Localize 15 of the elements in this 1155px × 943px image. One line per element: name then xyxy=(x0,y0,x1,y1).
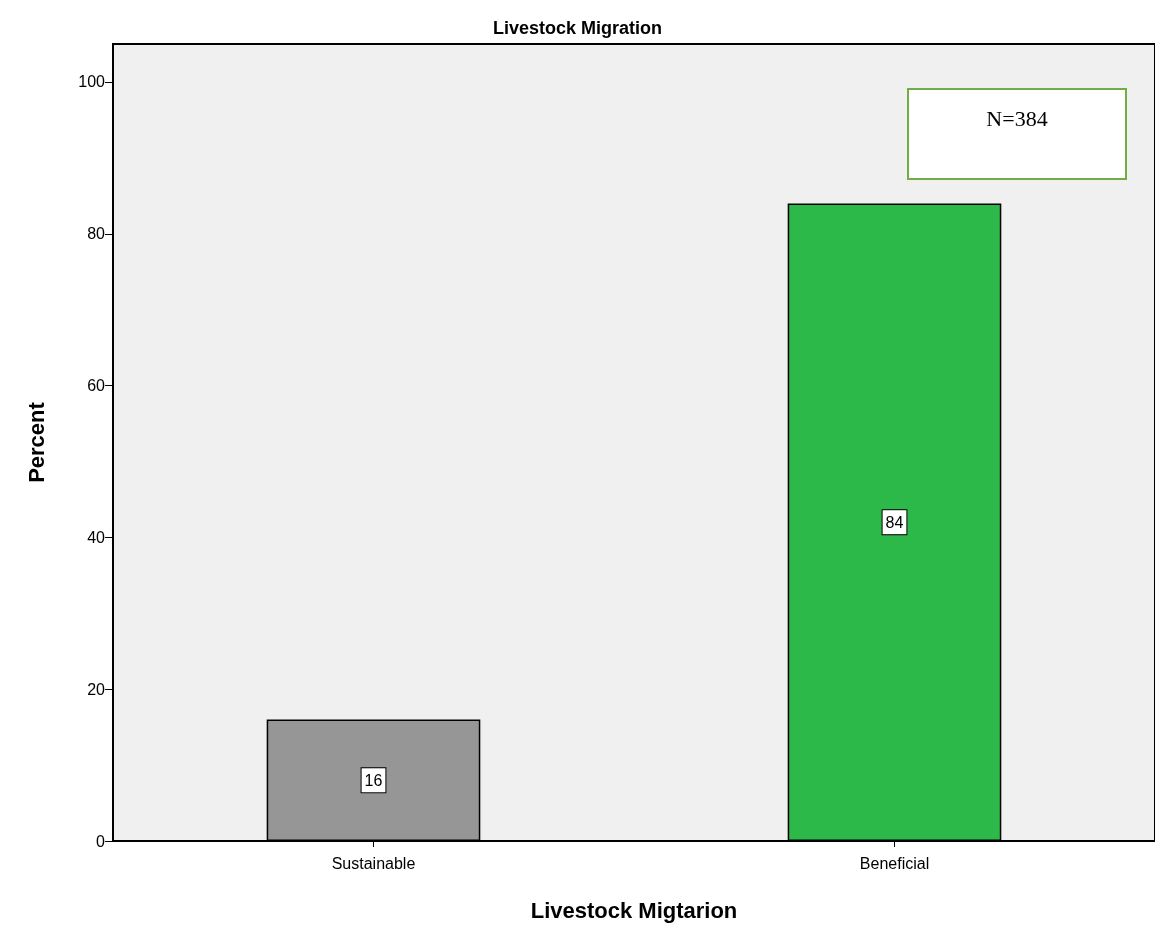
y-tick-label: 20 xyxy=(87,680,106,698)
x-tick-label: Sustainable xyxy=(331,854,416,872)
y-tick-label: 100 xyxy=(78,73,106,91)
y-tick-label: 80 xyxy=(87,225,106,243)
data-label: 84 xyxy=(885,513,904,531)
data-label: 16 xyxy=(364,771,383,789)
y-axis-title: Percent xyxy=(23,401,49,483)
note-box: N=384 xyxy=(907,88,1127,180)
y-tick-label: 0 xyxy=(96,832,106,850)
x-axis-title: Livestock Migtarion xyxy=(530,897,738,923)
y-tick-label: 40 xyxy=(87,528,106,546)
x-tick-label: Beneficial xyxy=(859,854,930,872)
chart-title: Livestock Migration xyxy=(492,18,663,38)
y-tick-label: 60 xyxy=(87,377,106,395)
annotation: N=384 xyxy=(986,106,1048,132)
